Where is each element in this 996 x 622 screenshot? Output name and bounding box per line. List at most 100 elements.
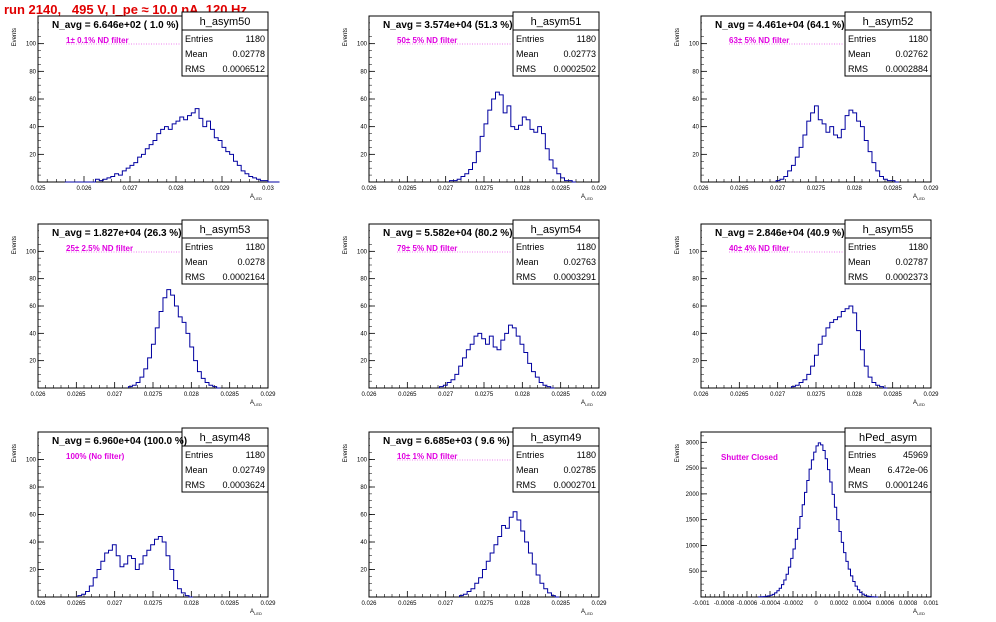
y-tick-label: 100 <box>26 458 37 464</box>
x-tick-label: 0.028 <box>515 601 531 607</box>
x-tick-label: 0.0265 <box>730 186 749 192</box>
x-tick-label: 0.028 <box>184 601 200 607</box>
histogram-panel-h_asym54: 0.026 0.0265 0.027 0.0275 0.028 0.0285 0.029 20… <box>343 219 607 407</box>
header-bg <box>39 17 181 31</box>
x-tick-label: 0.0265 <box>398 601 417 607</box>
x-tick-label: 0.0285 <box>551 186 570 192</box>
x-tick-label: 0.027 <box>107 601 123 607</box>
x-tick-label: 0.027 <box>770 392 786 398</box>
stats-value: 0.02787 <box>895 257 928 267</box>
x-tick-label: 0.028 <box>168 186 184 192</box>
stats-value: 0.0278 <box>237 257 265 267</box>
histogram-name: h_asym54 <box>531 224 582 236</box>
y-tick-label: 40 <box>29 125 36 131</box>
x-axis-label-sub: LED <box>254 402 262 407</box>
navg-header: N_avg = 6.960e+04 (100.0 %) <box>52 436 187 447</box>
stats-value: 0.0001246 <box>885 480 928 490</box>
x-tick-label: 0.029 <box>260 392 276 398</box>
x-tick-label: -0.0004 <box>760 601 781 607</box>
x-tick-label: 0.0285 <box>883 186 902 192</box>
stats-value: 1180 <box>246 242 265 252</box>
y-tick-label: 100 <box>689 249 700 255</box>
stats-value: 0.0002502 <box>553 64 596 74</box>
stats-box <box>181 29 269 77</box>
stats-value: 0.02749 <box>232 465 265 475</box>
histogram-line <box>775 105 899 183</box>
y-tick-label: 40 <box>29 540 36 546</box>
navg-header: N_avg = 3.574e+04 (51.3 %) <box>383 20 513 31</box>
navg-header: N_avg = 2.846e+04 (40.9 %) <box>715 228 845 239</box>
x-tick-label: -0.001 <box>692 601 710 607</box>
x-tick-label: 0.027 <box>438 186 454 192</box>
filter-note: 100% (No filter) <box>66 452 125 461</box>
stats-label: RMS <box>185 64 205 74</box>
x-tick-label: 0.0285 <box>220 392 239 398</box>
filter-note: 1± 0.1% ND filter <box>66 36 129 45</box>
stats-box <box>512 237 600 285</box>
header-bg <box>370 17 512 31</box>
stats-label: Entries <box>848 242 877 252</box>
y-tick-label: 500 <box>689 569 700 575</box>
x-axis-label-sub: LED <box>585 402 593 407</box>
y-tick-label: 60 <box>692 304 699 310</box>
x-tick-label: 0.0006 <box>876 601 895 607</box>
x-tick-label: 0.027 <box>107 392 123 398</box>
x-tick-label: 0.028 <box>515 392 531 398</box>
stats-label: Entries <box>185 242 214 252</box>
x-tick-label: 0.0265 <box>67 601 86 607</box>
filter-note: 40± 4% ND filter <box>729 244 789 253</box>
stats-box <box>844 29 932 77</box>
y-tick-label: 20 <box>360 568 367 574</box>
x-tick-label: -0.0008 <box>714 601 735 607</box>
header-bg <box>702 225 844 239</box>
y-axis-label: Events <box>675 444 681 462</box>
stats-label: Entries <box>516 242 545 252</box>
stats-label: RMS <box>185 272 205 282</box>
y-tick-label: 40 <box>692 125 699 131</box>
y-tick-label: 40 <box>360 125 367 131</box>
x-tick-label: 0.029 <box>591 392 607 398</box>
histogram-name: h_asym51 <box>531 16 582 28</box>
x-tick-label: 0.0002 <box>830 601 849 607</box>
stats-label: Mean <box>185 465 208 475</box>
x-tick-label: 0.029 <box>923 392 939 398</box>
x-tick-label: 0.025 <box>30 186 46 192</box>
y-axis-label: Events <box>12 444 18 462</box>
header-bg <box>39 225 181 239</box>
histogram-name: h_asym49 <box>531 432 582 444</box>
stats-value: 0.0003624 <box>222 480 265 490</box>
x-tick-label: 0.03 <box>262 186 274 192</box>
x-tick-label: 0.029 <box>260 601 276 607</box>
histogram-line <box>449 91 576 183</box>
x-tick-label: 0.0008 <box>899 601 918 607</box>
stats-label: Entries <box>848 34 877 44</box>
stats-value: 1180 <box>577 450 596 460</box>
histogram-panel-h_asym48: 0.026 0.0265 0.027 0.0275 0.028 0.0285 0.029 20… <box>12 427 276 616</box>
filter-note: 63± 5% ND filter <box>729 36 789 45</box>
x-tick-label: 0.0275 <box>144 601 163 607</box>
histogram-line <box>458 511 560 598</box>
stats-label: Mean <box>185 257 208 267</box>
histogram-line <box>64 108 280 183</box>
y-tick-label: 20 <box>692 152 699 158</box>
x-tick-label: 0.0265 <box>398 392 417 398</box>
stats-value: 1180 <box>577 242 596 252</box>
x-tick-label: 0.029 <box>923 186 939 192</box>
histogram-name: h_asym55 <box>863 224 914 236</box>
y-tick-label: 100 <box>357 458 368 464</box>
histogram-panel-h_asym55: 0.026 0.0265 0.027 0.0275 0.028 0.0285 0.029 20… <box>675 219 939 407</box>
x-tick-label: 0.029 <box>591 186 607 192</box>
stats-label: RMS <box>848 64 868 74</box>
navg-header: N_avg = 1.827e+04 (26.3 %) <box>52 228 182 239</box>
stats-box <box>512 445 600 493</box>
x-tick-label: 0.027 <box>438 392 454 398</box>
y-tick-label: 2500 <box>686 466 700 472</box>
stats-box <box>512 29 600 77</box>
stats-label: Entries <box>516 34 545 44</box>
x-axis-label: A <box>250 400 254 406</box>
x-tick-label: 0.026 <box>361 601 377 607</box>
y-tick-label: 60 <box>360 97 367 103</box>
y-tick-label: 40 <box>29 331 36 337</box>
stats-label: RMS <box>185 480 205 490</box>
